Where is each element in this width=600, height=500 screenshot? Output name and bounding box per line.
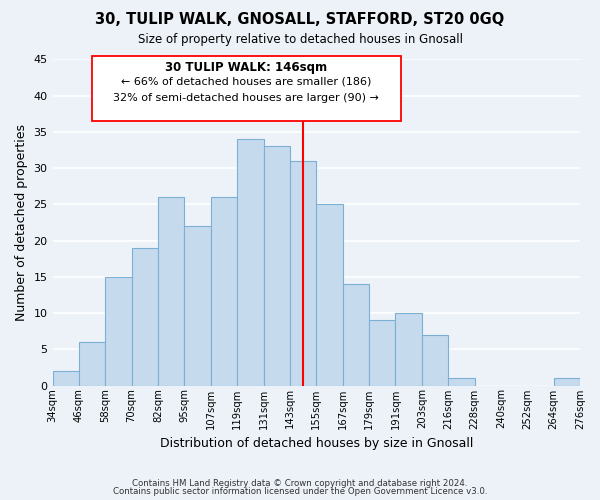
- Y-axis label: Number of detached properties: Number of detached properties: [15, 124, 28, 321]
- Text: 30 TULIP WALK: 146sqm: 30 TULIP WALK: 146sqm: [166, 60, 328, 74]
- Bar: [422, 335, 448, 386]
- Text: Size of property relative to detached houses in Gnosall: Size of property relative to detached ho…: [137, 32, 463, 46]
- Text: Contains public sector information licensed under the Open Government Licence v3: Contains public sector information licen…: [113, 487, 487, 496]
- Bar: [158, 197, 184, 386]
- Bar: [369, 320, 395, 386]
- Bar: [395, 313, 422, 386]
- Bar: [79, 342, 105, 386]
- Text: 30, TULIP WALK, GNOSALL, STAFFORD, ST20 0GQ: 30, TULIP WALK, GNOSALL, STAFFORD, ST20 …: [95, 12, 505, 28]
- Bar: [131, 248, 158, 386]
- Bar: [554, 378, 580, 386]
- Bar: [237, 139, 263, 386]
- Bar: [448, 378, 475, 386]
- Bar: [184, 226, 211, 386]
- Bar: [53, 371, 79, 386]
- Text: Contains HM Land Registry data © Crown copyright and database right 2024.: Contains HM Land Registry data © Crown c…: [132, 478, 468, 488]
- Bar: [343, 284, 369, 386]
- Bar: [211, 197, 237, 386]
- FancyBboxPatch shape: [92, 56, 401, 121]
- X-axis label: Distribution of detached houses by size in Gnosall: Distribution of detached houses by size …: [160, 437, 473, 450]
- Text: ← 66% of detached houses are smaller (186): ← 66% of detached houses are smaller (18…: [121, 76, 371, 86]
- Bar: [316, 204, 343, 386]
- Bar: [105, 277, 131, 386]
- Text: 32% of semi-detached houses are larger (90) →: 32% of semi-detached houses are larger (…: [113, 94, 379, 104]
- Bar: [290, 161, 316, 386]
- Bar: [263, 146, 290, 386]
